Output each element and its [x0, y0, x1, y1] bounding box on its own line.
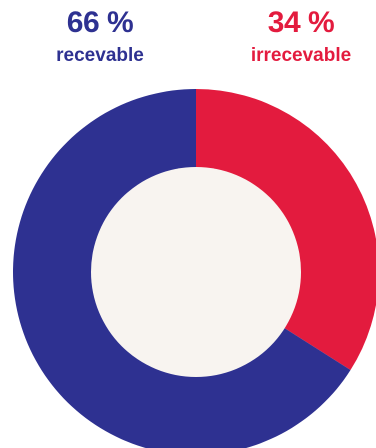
category-label-irrecevable: irrecevable — [250, 45, 352, 66]
value-label-irrecevable: 34 % — [267, 6, 335, 39]
legend-label-recevable: 66 % recevable — [20, 6, 180, 66]
donut-center — [91, 167, 301, 377]
legend-label-irrecevable: 34 % irrecevable — [216, 6, 376, 66]
value-label-recevable: 66 % — [66, 6, 134, 39]
category-label-recevable: recevable — [56, 45, 144, 66]
